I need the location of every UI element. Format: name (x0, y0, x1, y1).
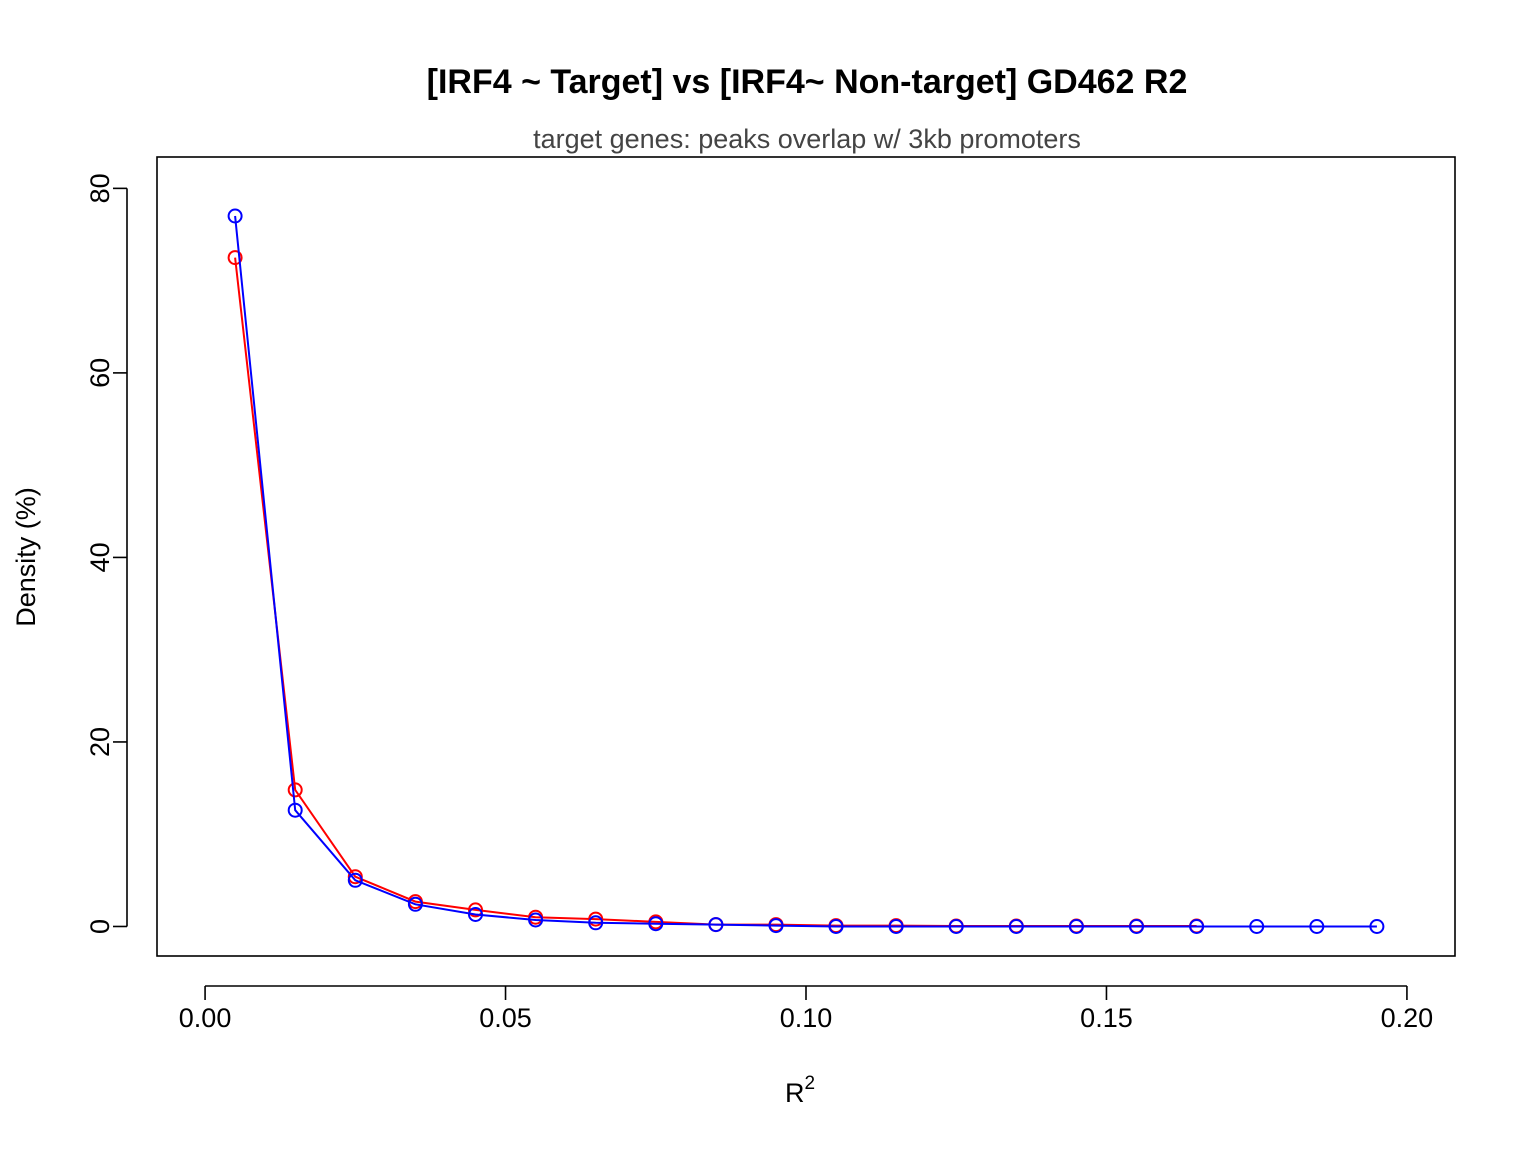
data-point (468, 902, 483, 918)
data-point (1068, 919, 1084, 934)
chart-subtitle: target genes: peaks overlap w/ 3kb promo… (533, 124, 1081, 154)
chart-title: [IRF4 ~ Target] vs [IRF4~ Non-target] GD… (427, 63, 1188, 101)
series-layer (227, 208, 1385, 934)
data-point (227, 250, 243, 266)
x-tick-label: 0.10 (780, 1003, 833, 1033)
data-point (227, 208, 243, 224)
data-point (1129, 919, 1144, 934)
data-point (888, 919, 904, 934)
data-point (468, 907, 483, 922)
y-axis-label: Density (%) (11, 487, 41, 627)
plot-frame (156, 156, 1456, 957)
data-point (1309, 919, 1325, 934)
y-tick-label: 60 (85, 358, 115, 388)
data-point (287, 802, 303, 818)
x-tick-label: 0.20 (1381, 1003, 1434, 1033)
data-point (948, 919, 964, 934)
y-tick-label: 80 (85, 173, 115, 203)
x-tick-label: 0.00 (179, 1003, 232, 1033)
y-tick-label: 20 (85, 727, 115, 757)
y-tick-label: 0 (85, 919, 115, 934)
y-tick-label: 40 (85, 542, 115, 572)
data-point (828, 919, 844, 934)
series-line (234, 215, 1377, 928)
data-point (528, 912, 544, 928)
x-axis-label-superscript: 2 (804, 1073, 815, 1094)
y-axis: 0 20 40 60 80 (85, 173, 128, 934)
data-point (1008, 919, 1024, 934)
x-tick-label: 0.05 (479, 1003, 532, 1033)
data-point (1249, 919, 1265, 934)
data-point (347, 872, 363, 888)
x-axis: 0.00 0.05 0.10 0.15 0.20 (179, 985, 1434, 1033)
data-point (287, 782, 303, 798)
series-2 (227, 208, 1385, 934)
data-point (768, 918, 784, 934)
data-point (708, 917, 724, 933)
data-point (648, 916, 664, 932)
x-axis-label: R2 (785, 1073, 815, 1108)
series-line (234, 257, 1197, 927)
series-1 (227, 250, 1205, 934)
data-point (1189, 919, 1205, 934)
x-tick-label: 0.15 (1080, 1003, 1133, 1033)
data-point (588, 915, 604, 931)
data-point (1369, 919, 1385, 934)
x-axis-label-base: R (785, 1078, 805, 1108)
data-point (407, 896, 423, 912)
